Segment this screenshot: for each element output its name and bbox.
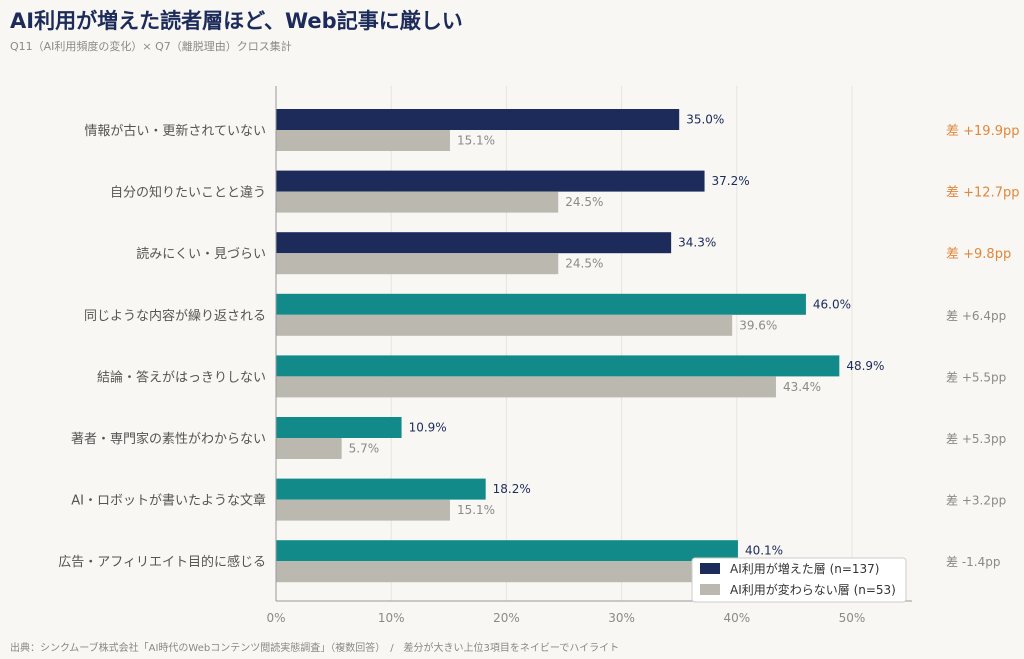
bar-ai-unchanged xyxy=(276,561,697,583)
bar-ai-increased xyxy=(276,109,680,130)
bar-ai-unchanged xyxy=(276,438,342,459)
value-label-ai-increased: 46.0% xyxy=(813,297,851,311)
value-label-ai-unchanged: 15.1% xyxy=(457,503,495,517)
value-label-ai-increased: 40.1% xyxy=(745,544,783,558)
legend-label-ai-unchanged: AI利用が変わらない層 (n=53) xyxy=(730,582,896,597)
bar-ai-unchanged xyxy=(276,376,776,398)
bar-ai-increased xyxy=(276,293,806,315)
bar-ai-unchanged xyxy=(276,314,733,336)
value-label-ai-increased: 18.2% xyxy=(493,482,531,496)
bar-ai-increased xyxy=(276,417,402,438)
bar-ai-unchanged xyxy=(276,499,450,521)
x-tick-label: 40% xyxy=(723,611,750,625)
category-label: 広告・アフィリエイト目的に感じる xyxy=(58,554,266,570)
difference-label: 差 -1.4pp xyxy=(946,555,1000,569)
bar-ai-increased xyxy=(276,232,672,254)
difference-label: 差 +5.3pp xyxy=(946,432,1006,446)
x-tick-label: 10% xyxy=(378,611,405,625)
value-label-ai-increased: 48.9% xyxy=(846,359,884,373)
x-tick-label: 50% xyxy=(839,611,866,625)
bar-ai-unchanged xyxy=(276,130,450,151)
category-label: 結論・答えがはっきりしない xyxy=(97,369,266,385)
value-label-ai-unchanged: 43.4% xyxy=(783,380,821,394)
value-label-ai-unchanged: 24.5% xyxy=(565,257,603,271)
value-label-ai-increased: 34.3% xyxy=(678,236,716,250)
value-label-ai-unchanged: 15.1% xyxy=(457,134,495,148)
value-label-ai-unchanged: 5.7% xyxy=(349,442,380,456)
legend-box xyxy=(691,557,907,603)
category-label: 情報が古い・更新されていない xyxy=(84,123,266,139)
category-label: 著者・専門家の素性がわからない xyxy=(71,431,266,447)
x-tick-label: 0% xyxy=(266,611,285,625)
value-label-ai-unchanged: 39.6% xyxy=(739,318,777,332)
difference-label: 差 +3.2pp xyxy=(946,494,1006,508)
value-label-ai-increased: 10.9% xyxy=(409,421,447,435)
category-label: AI・ロボットが書いたような文章 xyxy=(71,493,266,509)
category-label: 自分の知りたいことと違う xyxy=(110,185,266,201)
legend-label-ai-increased: AI利用が増えた層 (n=137) xyxy=(730,561,880,576)
value-label-ai-increased: 35.0% xyxy=(686,113,724,127)
x-tick-label: 20% xyxy=(493,611,520,625)
legend-swatch-ai-increased xyxy=(700,563,720,574)
chart-footer: 出典：シンクムーブ株式会社「AI時代のWebコンテンツ閲読実態調査」（複数回答）… xyxy=(10,643,620,654)
difference-label: 差 +9.8pp xyxy=(946,247,1011,262)
bar-ai-increased xyxy=(276,540,738,562)
bar-ai-increased xyxy=(276,170,705,192)
value-label-ai-unchanged: 24.5% xyxy=(565,195,603,209)
difference-label: 差 +12.7pp xyxy=(946,186,1019,201)
difference-label: 差 +6.4pp xyxy=(946,309,1006,323)
bar-ai-unchanged xyxy=(276,191,559,213)
value-label-ai-increased: 37.2% xyxy=(712,174,750,188)
difference-label: 差 +5.5pp xyxy=(946,370,1006,384)
x-tick-label: 30% xyxy=(608,611,635,625)
category-label: 同じような内容が繰り返される xyxy=(84,308,266,324)
legend-swatch-ai-unchanged xyxy=(700,584,720,595)
bar-ai-unchanged xyxy=(276,253,559,275)
chart-subtitle: Q11（AI利用頻度の変化）× Q7（離脱理由）クロス集計 xyxy=(10,40,292,53)
difference-label: 差 +19.9pp xyxy=(946,124,1019,139)
chart-title: AI利用が増えた読者層ほど、Web記事に厳しい xyxy=(10,9,463,33)
bar-ai-increased xyxy=(276,355,840,377)
category-label: 読みにくい・見づらい xyxy=(136,246,266,262)
bar-ai-increased xyxy=(276,478,486,500)
